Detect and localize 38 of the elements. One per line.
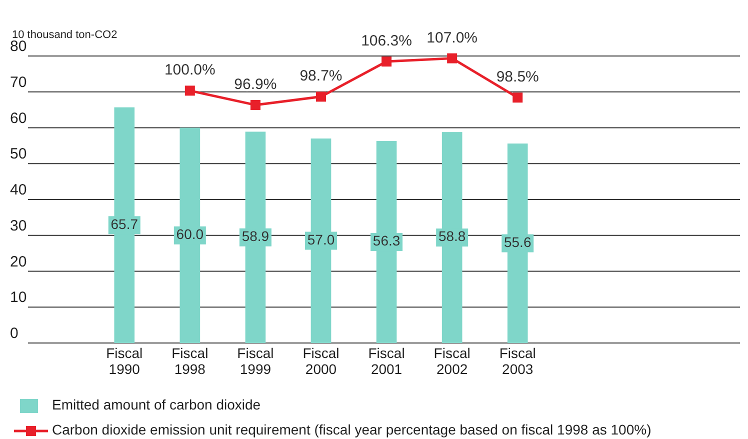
x-tick-label: Fiscal 2000 [302,345,340,377]
data-label: 55.6 [504,234,532,250]
point [250,100,260,110]
data-label: 98.7% [300,68,342,85]
data-label: 56.3 [372,232,400,249]
data-label: 96.9% [234,76,277,93]
y-tick-label: 10 [10,289,27,306]
data-label: 107.0% [426,29,478,46]
y-tick-label: 40 [10,182,27,198]
x-tick-label: Fiscal 1999 [237,345,274,377]
x-tick-label: Fiscal 2002 [434,345,470,377]
x-tick-label: Fiscal 2003 [499,345,536,377]
y-tick-label: 0 [10,325,18,342]
y-axis-title: 10 thousand ton-CO2 [12,29,118,41]
y-tick-label: 20 [10,253,27,270]
point [512,92,523,103]
point [316,92,326,102]
point [447,53,458,64]
data-label: 58.9 [242,228,270,244]
x-tick-label: Fiscal 2001 [368,345,405,377]
legend-label: Carbon dioxide emission unit requirement (fiscal year percentage based on fiscal 1998 as 100%) [52,422,652,438]
y-tick-label: 70 [10,74,27,91]
data-label: 100.0% [164,62,216,79]
y-tick-label: 30 [10,217,27,234]
x-tick-label: Fiscal 1990 [106,345,143,377]
data-label: 58.8 [438,228,466,244]
y-tick-label: 50 [10,146,27,163]
y-tick-label: 60 [10,110,27,127]
x-tick-label: Fiscal 1998 [172,345,208,377]
data-label: 65.7 [110,216,138,232]
y-tick-label: 80 [10,38,27,55]
data-label: 60.0 [176,226,204,242]
legend-label: Emitted amount of carbon dioxide [52,396,261,413]
data-label: 57.0 [307,231,335,248]
data-label: 106.3% [361,32,412,50]
data-label: 98.5% [496,68,539,86]
point [184,86,195,96]
point [382,56,392,67]
